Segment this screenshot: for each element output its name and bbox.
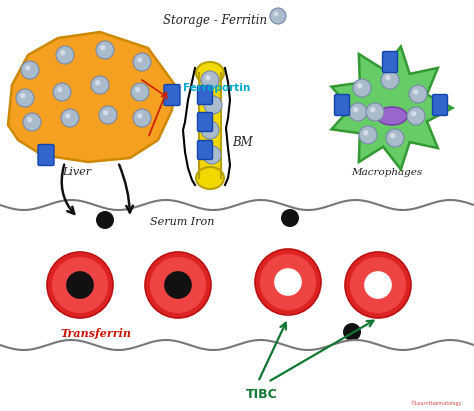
Circle shape	[103, 110, 109, 115]
Circle shape	[357, 83, 363, 88]
Circle shape	[385, 75, 391, 81]
Circle shape	[381, 71, 399, 89]
Circle shape	[273, 12, 278, 16]
Circle shape	[137, 57, 143, 62]
Circle shape	[145, 252, 211, 318]
Circle shape	[56, 46, 74, 64]
Circle shape	[95, 80, 100, 85]
Circle shape	[150, 257, 206, 313]
Text: Ferroportin: Ferroportin	[183, 83, 250, 93]
Circle shape	[345, 252, 411, 318]
Circle shape	[370, 107, 375, 113]
Circle shape	[359, 126, 377, 144]
FancyBboxPatch shape	[38, 145, 54, 166]
Circle shape	[25, 65, 30, 70]
Text: TIBC: TIBC	[246, 388, 278, 401]
Circle shape	[411, 111, 417, 116]
FancyBboxPatch shape	[383, 51, 398, 72]
Circle shape	[204, 96, 222, 114]
Circle shape	[343, 323, 361, 341]
Circle shape	[349, 103, 367, 121]
Circle shape	[57, 87, 63, 92]
Text: Storage - Ferritin: Storage - Ferritin	[163, 14, 267, 27]
Polygon shape	[8, 32, 175, 162]
Circle shape	[363, 130, 368, 136]
FancyBboxPatch shape	[335, 95, 349, 115]
FancyBboxPatch shape	[432, 95, 447, 115]
Circle shape	[66, 271, 94, 299]
FancyBboxPatch shape	[198, 85, 212, 104]
Circle shape	[133, 53, 151, 71]
Circle shape	[350, 257, 406, 313]
Circle shape	[205, 75, 210, 81]
Circle shape	[65, 113, 71, 118]
Circle shape	[260, 254, 316, 310]
Circle shape	[47, 252, 113, 318]
Text: Transferrin: Transferrin	[60, 328, 131, 339]
Circle shape	[135, 87, 140, 92]
Ellipse shape	[196, 62, 224, 84]
Circle shape	[52, 257, 108, 313]
Circle shape	[27, 117, 32, 122]
FancyBboxPatch shape	[198, 113, 212, 132]
FancyBboxPatch shape	[199, 73, 221, 178]
Circle shape	[255, 249, 321, 315]
Circle shape	[201, 121, 219, 139]
Circle shape	[386, 129, 404, 147]
Circle shape	[281, 209, 299, 227]
Circle shape	[208, 100, 213, 106]
Circle shape	[353, 107, 358, 113]
FancyBboxPatch shape	[164, 85, 180, 106]
Circle shape	[91, 76, 109, 94]
Circle shape	[353, 79, 371, 97]
Text: Macrophages: Macrophages	[351, 168, 423, 177]
Text: Serum Iron: Serum Iron	[150, 217, 214, 227]
Ellipse shape	[377, 107, 407, 125]
Circle shape	[345, 252, 411, 318]
Circle shape	[203, 146, 221, 164]
Circle shape	[137, 113, 143, 118]
Circle shape	[274, 268, 302, 296]
Circle shape	[96, 41, 114, 59]
Circle shape	[96, 211, 114, 229]
Polygon shape	[331, 46, 452, 169]
Ellipse shape	[196, 167, 224, 189]
Text: BM: BM	[232, 136, 253, 148]
Circle shape	[164, 271, 192, 299]
Circle shape	[47, 252, 113, 318]
Circle shape	[409, 85, 427, 103]
Circle shape	[133, 109, 151, 127]
Circle shape	[23, 113, 41, 131]
Circle shape	[53, 83, 71, 101]
Circle shape	[364, 271, 392, 299]
Circle shape	[390, 133, 395, 139]
Circle shape	[413, 89, 419, 95]
Circle shape	[407, 107, 425, 125]
Circle shape	[16, 89, 34, 107]
Circle shape	[205, 125, 210, 130]
Text: ©LearnHaematology: ©LearnHaematology	[410, 400, 462, 406]
FancyBboxPatch shape	[198, 141, 212, 159]
Circle shape	[366, 103, 384, 121]
Circle shape	[201, 71, 219, 89]
Circle shape	[99, 106, 117, 124]
Circle shape	[207, 150, 212, 155]
Circle shape	[61, 109, 79, 127]
Circle shape	[145, 252, 211, 318]
Circle shape	[20, 93, 26, 99]
Circle shape	[255, 249, 321, 315]
Text: Liver: Liver	[62, 167, 91, 177]
Circle shape	[131, 83, 149, 101]
Circle shape	[21, 61, 39, 79]
Circle shape	[270, 8, 286, 24]
Circle shape	[60, 50, 65, 55]
Circle shape	[100, 45, 105, 51]
